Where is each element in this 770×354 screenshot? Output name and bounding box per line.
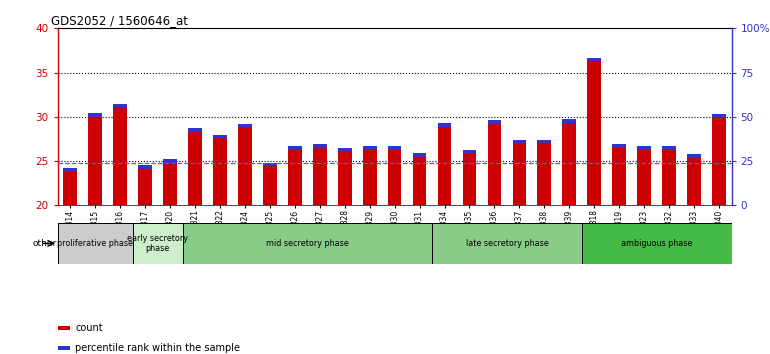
- Text: ambiguous phase: ambiguous phase: [621, 239, 692, 248]
- Bar: [662, 146, 676, 149]
- Text: proliferative phase: proliferative phase: [57, 239, 133, 248]
- Bar: [513, 143, 526, 205]
- Bar: [288, 149, 302, 205]
- Bar: [687, 154, 701, 158]
- Bar: [213, 135, 227, 138]
- Bar: [638, 146, 651, 149]
- Bar: [288, 146, 302, 149]
- Bar: [338, 152, 352, 205]
- Bar: [58, 326, 70, 330]
- Bar: [89, 117, 102, 205]
- Bar: [388, 146, 401, 149]
- Bar: [338, 148, 352, 152]
- Bar: [612, 148, 626, 205]
- Bar: [638, 149, 651, 205]
- Bar: [182, 223, 432, 264]
- Bar: [588, 58, 601, 61]
- Bar: [313, 148, 326, 205]
- Bar: [263, 163, 276, 166]
- Bar: [139, 169, 152, 205]
- Bar: [582, 223, 732, 264]
- Bar: [712, 118, 726, 205]
- Bar: [413, 153, 427, 156]
- Bar: [612, 144, 626, 148]
- Bar: [588, 61, 601, 205]
- Bar: [113, 103, 127, 107]
- Bar: [163, 159, 177, 163]
- Bar: [63, 168, 77, 172]
- Bar: [388, 149, 401, 205]
- Text: count: count: [75, 323, 103, 333]
- Bar: [213, 138, 227, 205]
- Bar: [238, 124, 252, 127]
- Bar: [113, 107, 127, 205]
- Bar: [63, 172, 77, 205]
- Bar: [562, 120, 576, 123]
- Text: other: other: [32, 239, 56, 248]
- Bar: [687, 158, 701, 205]
- Bar: [238, 127, 252, 205]
- Bar: [163, 163, 177, 205]
- Bar: [89, 113, 102, 117]
- Bar: [139, 165, 152, 169]
- Bar: [487, 120, 501, 124]
- Bar: [487, 124, 501, 205]
- Text: percentile rank within the sample: percentile rank within the sample: [75, 343, 240, 353]
- Text: mid secretory phase: mid secretory phase: [266, 239, 349, 248]
- Bar: [188, 128, 202, 132]
- Bar: [662, 149, 676, 205]
- Bar: [313, 144, 326, 148]
- Bar: [463, 153, 477, 205]
- Bar: [132, 223, 182, 264]
- Bar: [58, 223, 132, 264]
- Bar: [363, 146, 377, 149]
- Text: GDS2052 / 1560646_at: GDS2052 / 1560646_at: [51, 14, 188, 27]
- Bar: [712, 114, 726, 118]
- Bar: [437, 127, 451, 205]
- Bar: [513, 140, 526, 143]
- Bar: [562, 123, 576, 205]
- Bar: [363, 149, 377, 205]
- Bar: [463, 150, 477, 153]
- Bar: [188, 132, 202, 205]
- Bar: [537, 140, 551, 143]
- Bar: [432, 223, 582, 264]
- Bar: [437, 123, 451, 127]
- Text: early secretory
phase: early secretory phase: [127, 234, 188, 253]
- Bar: [58, 346, 70, 350]
- Bar: [537, 143, 551, 205]
- Text: late secretory phase: late secretory phase: [466, 239, 548, 248]
- Bar: [263, 166, 276, 205]
- Bar: [413, 156, 427, 205]
